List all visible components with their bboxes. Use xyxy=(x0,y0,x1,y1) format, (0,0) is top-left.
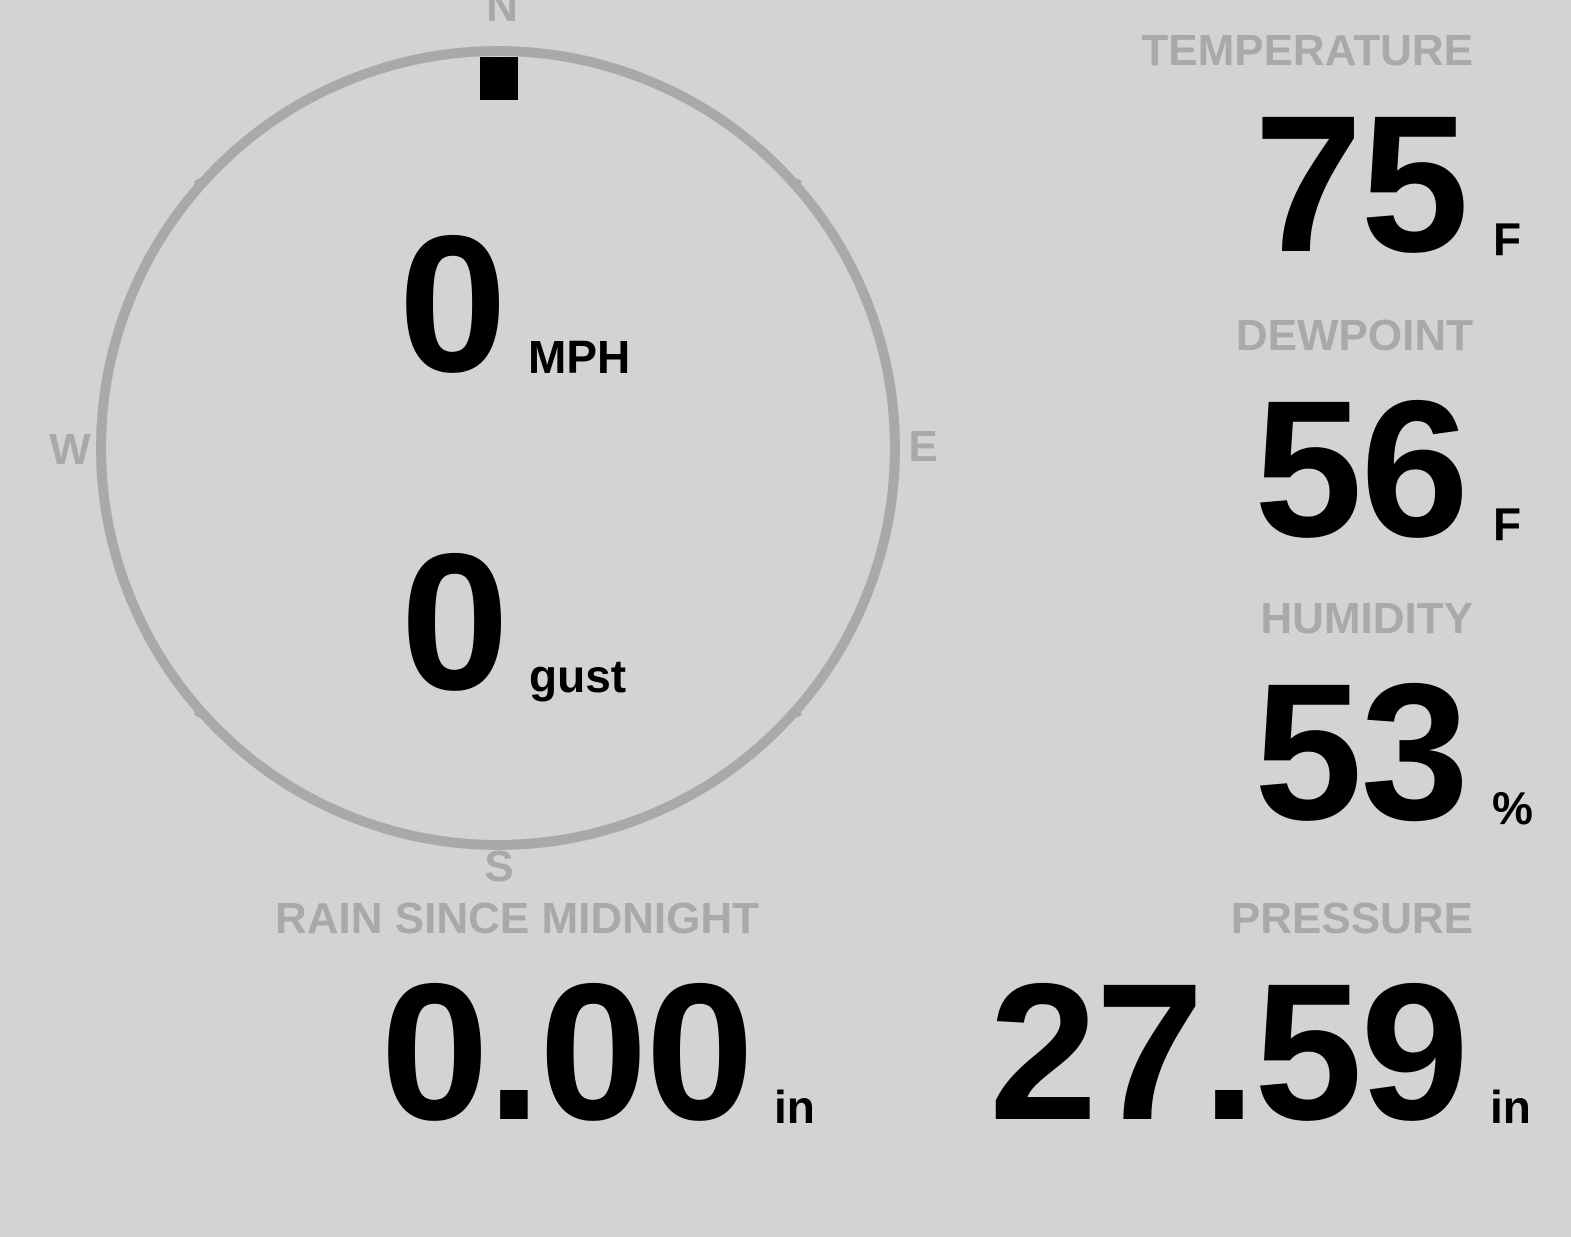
compass-ticks xyxy=(193,178,803,718)
rain-unit: in xyxy=(774,1081,815,1133)
compass-south-label: S xyxy=(484,842,514,891)
dewpoint-label: DEWPOINT xyxy=(1235,311,1473,360)
temperature-label: TEMPERATURE xyxy=(1141,26,1473,75)
wind-gust-unit: gust xyxy=(529,650,627,702)
rain-label: RAIN SINCE MIDNIGHT xyxy=(275,894,759,943)
compass-ring xyxy=(96,46,900,850)
dewpoint-value: 56 xyxy=(1254,360,1469,578)
wind-direction-marker xyxy=(480,57,518,100)
humidity-unit: % xyxy=(1492,782,1533,834)
wind-speed-value: 0 xyxy=(398,195,507,413)
pressure-label: PRESSURE xyxy=(1230,894,1473,943)
temperature-value: 75 xyxy=(1254,75,1469,293)
temperature-unit: F xyxy=(1493,213,1522,265)
rain-value: 0.00 xyxy=(380,943,754,1161)
pressure-unit: in xyxy=(1490,1081,1531,1133)
wind-gust-value: 0 xyxy=(400,513,509,731)
pressure-value: 27.59 xyxy=(989,943,1469,1161)
compass-north-label: N xyxy=(486,0,518,31)
compass-east-label: E xyxy=(908,422,938,471)
humidity-label: HUMIDITY xyxy=(1260,594,1473,643)
wind-speed-unit: MPH xyxy=(528,331,631,383)
humidity-value: 53 xyxy=(1254,643,1469,861)
dewpoint-unit: F xyxy=(1493,498,1522,550)
compass-west-label: W xyxy=(49,425,91,474)
